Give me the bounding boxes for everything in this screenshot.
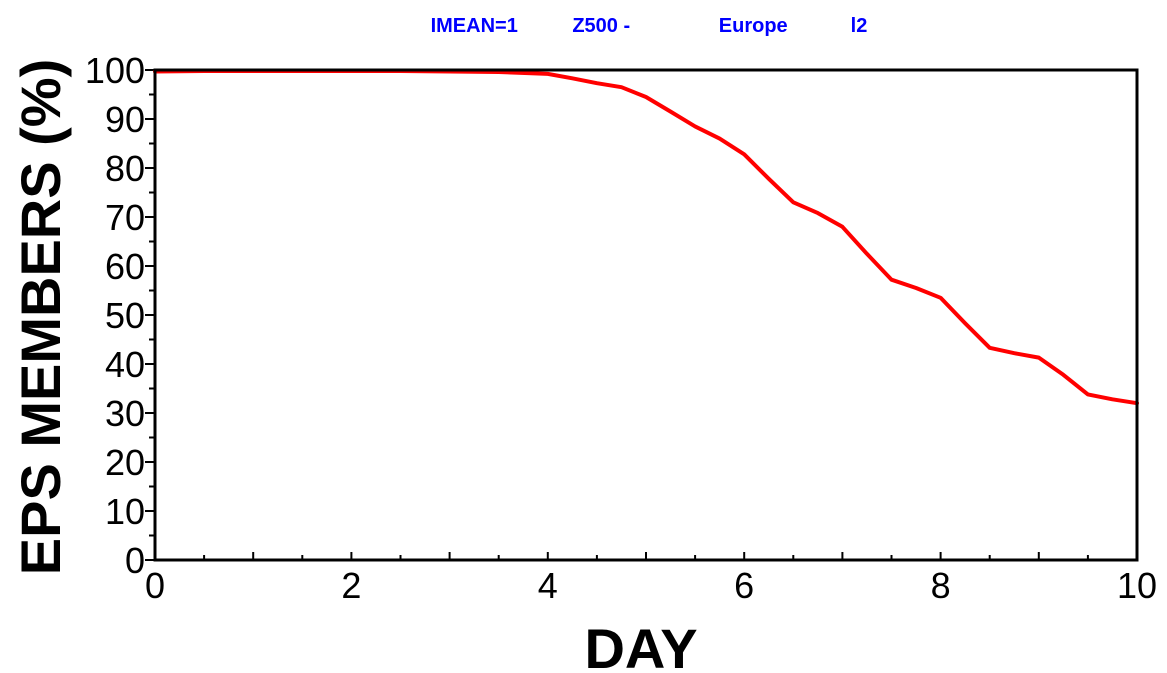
y-tick-label: 0 (125, 540, 145, 581)
y-axis-label: EPS MEMBERS (%) (9, 59, 72, 576)
plot-frame (153, 68, 1139, 562)
y-tick-label: 90 (105, 99, 145, 140)
y-tick-label: 10 (105, 491, 145, 532)
x-tick-label: 0 (145, 565, 165, 606)
chart-title: IMEAN=1 Z500 - Europe l2 (431, 15, 868, 37)
y-tick-label: 30 (105, 393, 145, 434)
y-tick-label: 50 (105, 295, 145, 336)
y-tick-label: 70 (105, 197, 145, 238)
y-axis-tick-labels: 0 10 20 30 40 50 60 70 80 90 100 (85, 50, 145, 581)
y-tick-label: 80 (105, 148, 145, 189)
title-part-variable: Z500 - (572, 15, 630, 37)
x-tick-label: 10 (1117, 565, 1157, 606)
y-tick-label: 100 (85, 50, 145, 91)
y-tick-label: 60 (105, 246, 145, 287)
title-part-imean: IMEAN=1 (431, 15, 518, 37)
series-layer (153, 69, 1139, 406)
x-axis-label: DAY (584, 617, 697, 673)
x-tick-label: 8 (931, 565, 951, 606)
x-tick-label: 6 (734, 565, 754, 606)
y-tick-label: 40 (105, 344, 145, 385)
series-line (153, 69, 1139, 406)
y-tick-label: 20 (105, 442, 145, 483)
x-axis-tick-labels: 0 2 4 6 8 10 (145, 565, 1157, 606)
title-part-level: l2 (851, 15, 868, 37)
x-tick-label: 4 (538, 565, 558, 606)
x-tick-label: 2 (341, 565, 361, 606)
title-part-region: Europe (719, 15, 788, 37)
